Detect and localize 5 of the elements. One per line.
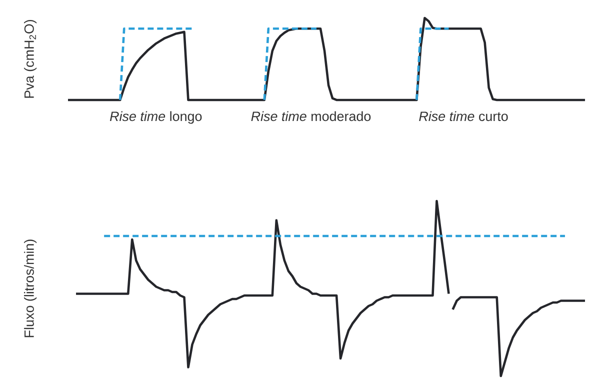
text: Rise time curto xyxy=(419,111,508,122)
y-axis-title: Fluxo (litros/min) xyxy=(24,240,37,338)
text: Rise time longo xyxy=(110,111,202,124)
text: Rise time moderado xyxy=(251,111,371,122)
y-axis-title: Pva (cmH$_{2}$O) xyxy=(24,20,37,98)
